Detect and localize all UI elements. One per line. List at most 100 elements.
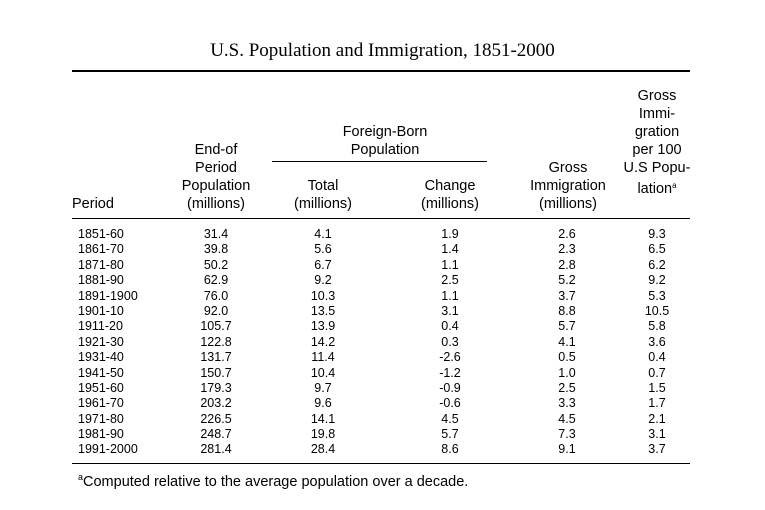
table-cell: 5.2 <box>558 273 576 288</box>
table-cell: 5.8 <box>648 319 666 334</box>
table-cell: 14.2 <box>310 334 336 349</box>
table-cell: 2.5 <box>441 273 459 288</box>
table-cell: 179.3 <box>200 380 232 395</box>
header-end-of-period: End-of Period Population (millions) <box>181 142 251 212</box>
table-cell: 1901-10 <box>78 303 124 318</box>
table-cell: 10.3 <box>310 288 336 303</box>
table-cell: 1861-70 <box>78 242 124 257</box>
table-cell: 1991-2000 <box>78 442 138 457</box>
table-cell: 1.7 <box>648 396 666 411</box>
table-cell: 203.2 <box>200 396 232 411</box>
table-cell: -0.6 <box>439 396 461 411</box>
table-cell: -2.6 <box>439 350 461 365</box>
table-cell: 2.6 <box>558 227 576 241</box>
table-title: U.S. Population and Immigration, 1851-20… <box>210 40 555 61</box>
table-cell: 150.7 <box>200 365 232 380</box>
table-cell: 3.1 <box>441 303 459 318</box>
table-cell: 248.7 <box>200 427 232 442</box>
table-cell: 5.3 <box>648 288 666 303</box>
table-cell: 0.7 <box>648 365 666 380</box>
table-cell: 62.9 <box>203 273 229 288</box>
header-rule <box>72 218 690 219</box>
table-cell: -1.2 <box>439 365 461 380</box>
table-cell: 1941-50 <box>78 365 124 380</box>
table-cell: 1.4 <box>441 242 459 257</box>
table-cell: 0.4 <box>441 319 459 334</box>
table-cell: 122.8 <box>200 334 232 349</box>
table-cell: 5.7 <box>558 319 576 334</box>
header-gross-immigration: Gross Immigration (millions) <box>530 160 606 212</box>
column-foreign-change: 1.9 1.4 1.1 2.5 1.1 3.1 0.4 0.3 -2.6 -1.2 -0.9 -0.6… <box>410 227 490 458</box>
table-cell: 7.3 <box>558 427 576 442</box>
table-cell: 76.0 <box>203 288 229 303</box>
column-gross-immigration: 2.6 2.3 2.8 5.2 3.7 8.8 5.7 4.1 0.5 1.0 2.5 3.3 4.5 7… <box>527 227 607 458</box>
table-cell: 3.3 <box>558 396 576 411</box>
column-foreign-total: 4.1 5.6 6.7 9.2 10.3 13.5 13.9 14.2 11.4 10.4 9.7 9… <box>283 227 363 458</box>
table-cell: 31.4 <box>203 227 229 241</box>
table-cell: 4.5 <box>558 411 576 426</box>
table-cell: 2.8 <box>558 257 576 272</box>
table-cell: 2.1 <box>648 411 666 426</box>
table-cell: 3.7 <box>558 288 576 303</box>
table-cell: 6.7 <box>314 257 332 272</box>
table-cell: 4.5 <box>441 411 459 426</box>
footnote: aComputed relative to the average popula… <box>78 472 469 490</box>
table-cell: 1931-40 <box>78 350 124 365</box>
table-cell: 92.0 <box>203 303 229 318</box>
table-cell: 1851-60 <box>78 227 124 241</box>
table-cell: 1871-80 <box>78 257 124 272</box>
table-cell: 6.2 <box>648 257 666 272</box>
table-cell: 9.7 <box>314 380 332 395</box>
table-cell: 5.6 <box>314 242 332 257</box>
table-cell: -0.9 <box>439 380 461 395</box>
table-cell: 131.7 <box>200 350 232 365</box>
table-cell: 10.4 <box>310 365 336 380</box>
table-cell: 0.3 <box>441 334 459 349</box>
column-end-of-period: 31.4 39.8 50.2 62.9 76.0 92.0 105.7 122.8 131.7 1… <box>176 227 256 458</box>
header-foreign-born-group: Foreign-Born Population <box>342 124 428 158</box>
table-cell: 3.1 <box>648 427 666 442</box>
table-cell: 10.5 <box>644 303 670 318</box>
table-cell: 1921-30 <box>78 334 124 349</box>
table-cell: 6.5 <box>648 242 666 257</box>
column-period: 1851-60 1861-70 1871-80 1881-90 1891-1900 190… <box>78 227 168 458</box>
table-cell: 13.9 <box>310 319 336 334</box>
table-cell: 3.6 <box>648 334 666 349</box>
column-gross-per-100: 9.3 6.5 6.2 9.2 5.3 10.5 5.8 3.6 0.4 0.7 1.5 1.7 2.1… <box>617 227 697 458</box>
table-cell: 9.6 <box>314 396 332 411</box>
table-cell: 1911-20 <box>78 319 123 334</box>
table-cell: 8.6 <box>441 442 459 457</box>
table-cell: 2.3 <box>558 242 576 257</box>
table-cell: 3.7 <box>648 442 666 457</box>
table-cell: 1971-80 <box>78 411 124 426</box>
table-cell: 1981-90 <box>78 427 124 442</box>
table-cell: 2.5 <box>558 380 576 395</box>
table-cell: 1.1 <box>441 288 459 303</box>
table-cell: 11.4 <box>311 350 335 365</box>
table-cell: 1891-1900 <box>78 288 138 303</box>
table-cell: 0.4 <box>648 350 666 365</box>
table-cell: 0.5 <box>558 350 576 365</box>
header-gross-per-100: Gross Immi- gration per 100 U.S Popu- la… <box>623 88 691 197</box>
table-cell: 1.9 <box>441 227 459 241</box>
table-cell: 1881-90 <box>78 273 124 288</box>
header-period: Period <box>72 196 114 212</box>
bottom-rule <box>72 463 690 464</box>
table-cell: 9.3 <box>648 227 666 241</box>
table-cell: 50.2 <box>203 257 229 272</box>
table-cell: 281.4 <box>200 442 232 457</box>
table-cell: 13.5 <box>310 303 336 318</box>
table-cell: 8.8 <box>558 303 576 318</box>
table-cell: 105.7 <box>200 319 232 334</box>
table-cell: 4.1 <box>314 227 332 241</box>
table-cell: 5.7 <box>441 427 459 442</box>
foreign-born-underline <box>272 161 487 162</box>
table-cell: 226.5 <box>200 411 232 426</box>
table-cell: 1951-60 <box>78 380 124 395</box>
header-change: Change (millions) <box>421 178 479 212</box>
table-cell: 4.1 <box>558 334 576 349</box>
table-cell: 14.1 <box>310 411 336 426</box>
table-cell: 1961-70 <box>78 396 124 411</box>
top-rule <box>72 70 690 72</box>
table-cell: 9.1 <box>558 442 576 457</box>
